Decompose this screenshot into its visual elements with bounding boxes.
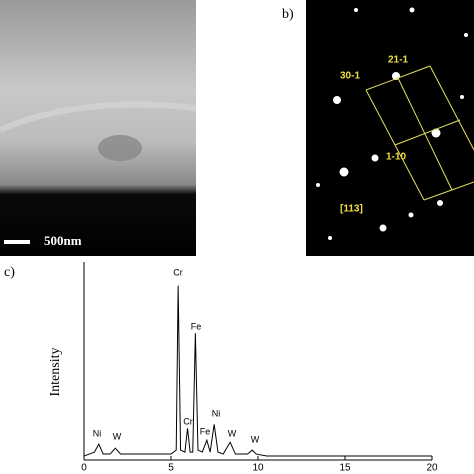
peak-label: W — [251, 434, 260, 444]
peak-label: Fe — [200, 426, 211, 436]
peak-label: Ni — [212, 408, 221, 418]
spots — [316, 7, 468, 240]
spot-label: 1-10 — [386, 152, 406, 163]
x-tick-label: 5 — [168, 463, 174, 474]
peak-label: Cr — [173, 267, 183, 277]
spot-label: [113] — [340, 204, 363, 215]
y-axis-label: Intensity — [48, 348, 63, 397]
x-tick-label: 0 — [81, 463, 87, 474]
panel-label: c) — [4, 265, 15, 280]
panel-label: b) — [282, 7, 294, 22]
peak-label: Ni — [93, 428, 102, 438]
lattice — [365, 65, 474, 201]
peak-label: W — [228, 428, 237, 438]
micrograph — [0, 0, 196, 256]
boundary — [0, 101, 197, 133]
peak-label: W — [113, 431, 122, 441]
diffraction — [306, 0, 474, 256]
peak-label: Cr — [183, 416, 193, 426]
spot-label: 30-1 — [340, 71, 360, 82]
x-tick-label: 20 — [426, 463, 438, 474]
spectrum — [83, 285, 432, 457]
scale-bar — [4, 240, 30, 244]
x-tick-label: 15 — [339, 463, 351, 474]
scale-label: 500nm — [44, 233, 82, 248]
particle — [98, 135, 142, 161]
spot-label: 21-1 — [388, 55, 408, 66]
peak-label: Fe — [191, 321, 202, 331]
x-tick-label: 10 — [252, 463, 264, 474]
